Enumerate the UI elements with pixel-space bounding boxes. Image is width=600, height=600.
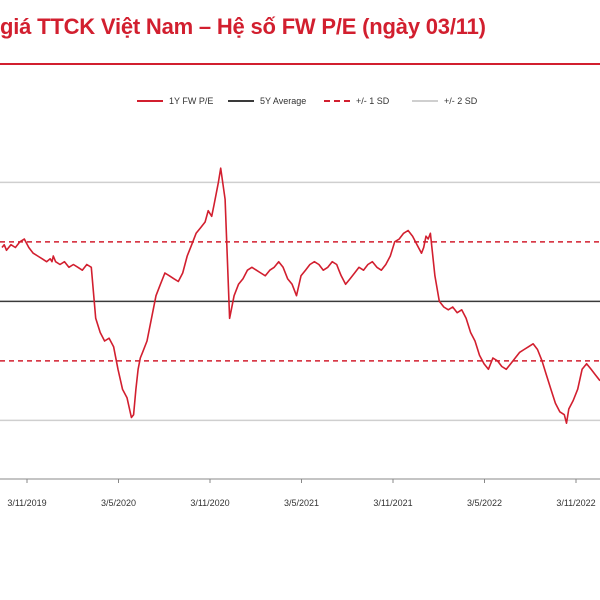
x-tick-label: 3/11/2022 (556, 498, 595, 508)
legend-item-average: 5Y Average (228, 93, 306, 109)
reference-lines (0, 181, 600, 422)
series-layer (1, 167, 600, 424)
series-line-1y-fw-pe (1, 167, 600, 424)
chart-legend: 1Y FW P/E 5Y Average +/- 1 SD +/- 2 SD (0, 93, 600, 109)
legend-swatch-sd1 (324, 100, 350, 102)
chart-title: giá TTCK Việt Nam – Hệ số FW P/E (ngày 0… (0, 14, 486, 39)
legend-label-average: 5Y Average (260, 96, 307, 106)
x-tick-label: 3/5/2022 (467, 498, 502, 508)
legend-item-sd1: +/- 1 SD (324, 93, 389, 109)
x-tick-label: 3/11/2020 (190, 498, 229, 508)
legend-swatch-fwpe (137, 100, 163, 102)
legend-item-fwpe: 1Y FW P/E (137, 93, 213, 109)
x-tick-label: 3/5/2020 (101, 498, 136, 508)
x-axis: 3/11/2019 3/5/2020 3/11/2020 3/5/2021 3/11/2… (0, 478, 600, 508)
legend-label-sd1: +/- 1 SD (356, 96, 390, 106)
legend-label-fwpe: 1Y FW P/E (169, 96, 214, 106)
legend-label-sd2: +/- 2 SD (444, 96, 478, 106)
x-tick-label: 3/5/2021 (284, 498, 319, 508)
title-divider (0, 63, 600, 65)
legend-swatch-sd2 (412, 100, 438, 102)
x-tick-label: 3/11/2021 (373, 498, 412, 508)
x-tick-label: 3/11/2019 (7, 498, 46, 508)
legend-swatch-average (228, 100, 254, 102)
legend-item-sd2: +/- 2 SD (412, 93, 477, 109)
